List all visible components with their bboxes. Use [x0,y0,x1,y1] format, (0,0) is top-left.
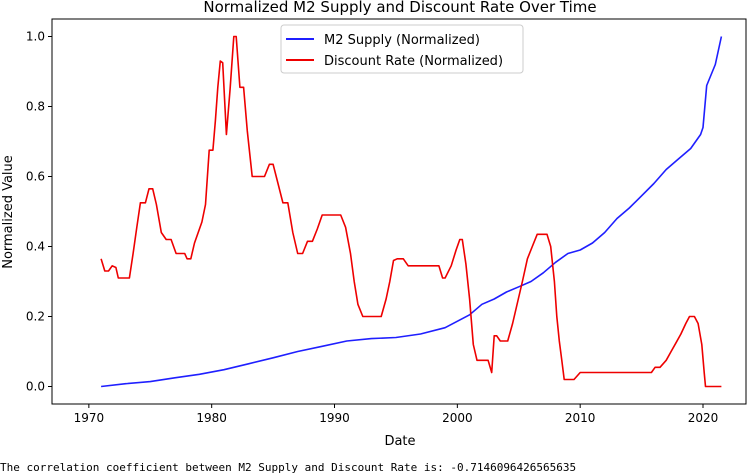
series-line-m2-supply [101,36,723,388]
x-axis-ticks: 1970 1980 1990 2000 2010 2020 [74,404,719,425]
chart: Normalized M2 Supply and Discount Rate O… [1,0,747,449]
legend-label-discount-rate: Discount Rate (Normalized) [324,54,503,69]
series-layer [100,35,723,388]
y-tick-label: 0.8 [26,100,45,114]
y-tick-label: 0.2 [26,310,45,324]
x-tick-label: 2010 [565,411,596,425]
x-tick-label: 1990 [319,411,350,425]
legend-box [280,24,524,74]
x-tick-label: 1980 [196,411,227,425]
x-tick-label: 2000 [442,411,473,425]
y-tick-label: 0.0 [26,380,45,394]
x-axis-label: Date [384,434,415,449]
y-tick-label: 0.4 [26,240,45,254]
legend: M2 Supply (Normalized) Discount Rate (No… [280,24,524,74]
legend-label-m2: M2 Supply (Normalized) [324,33,480,48]
y-tick-label: 1.0 [26,30,45,44]
correlation-text: The correlation coefficient between M2 S… [0,461,577,474]
y-axis-ticks: 0.0 0.2 0.4 0.6 0.8 1.0 [26,30,52,394]
chart-title: Normalized M2 Supply and Discount Rate O… [203,0,596,16]
plot-area [51,18,747,405]
y-tick-label: 0.6 [26,170,45,184]
x-tick-label: 2020 [688,411,719,425]
y-axis-label: Normalized Value [1,155,16,269]
series-line-discount-rate [100,35,722,388]
x-tick-label: 1970 [74,411,105,425]
